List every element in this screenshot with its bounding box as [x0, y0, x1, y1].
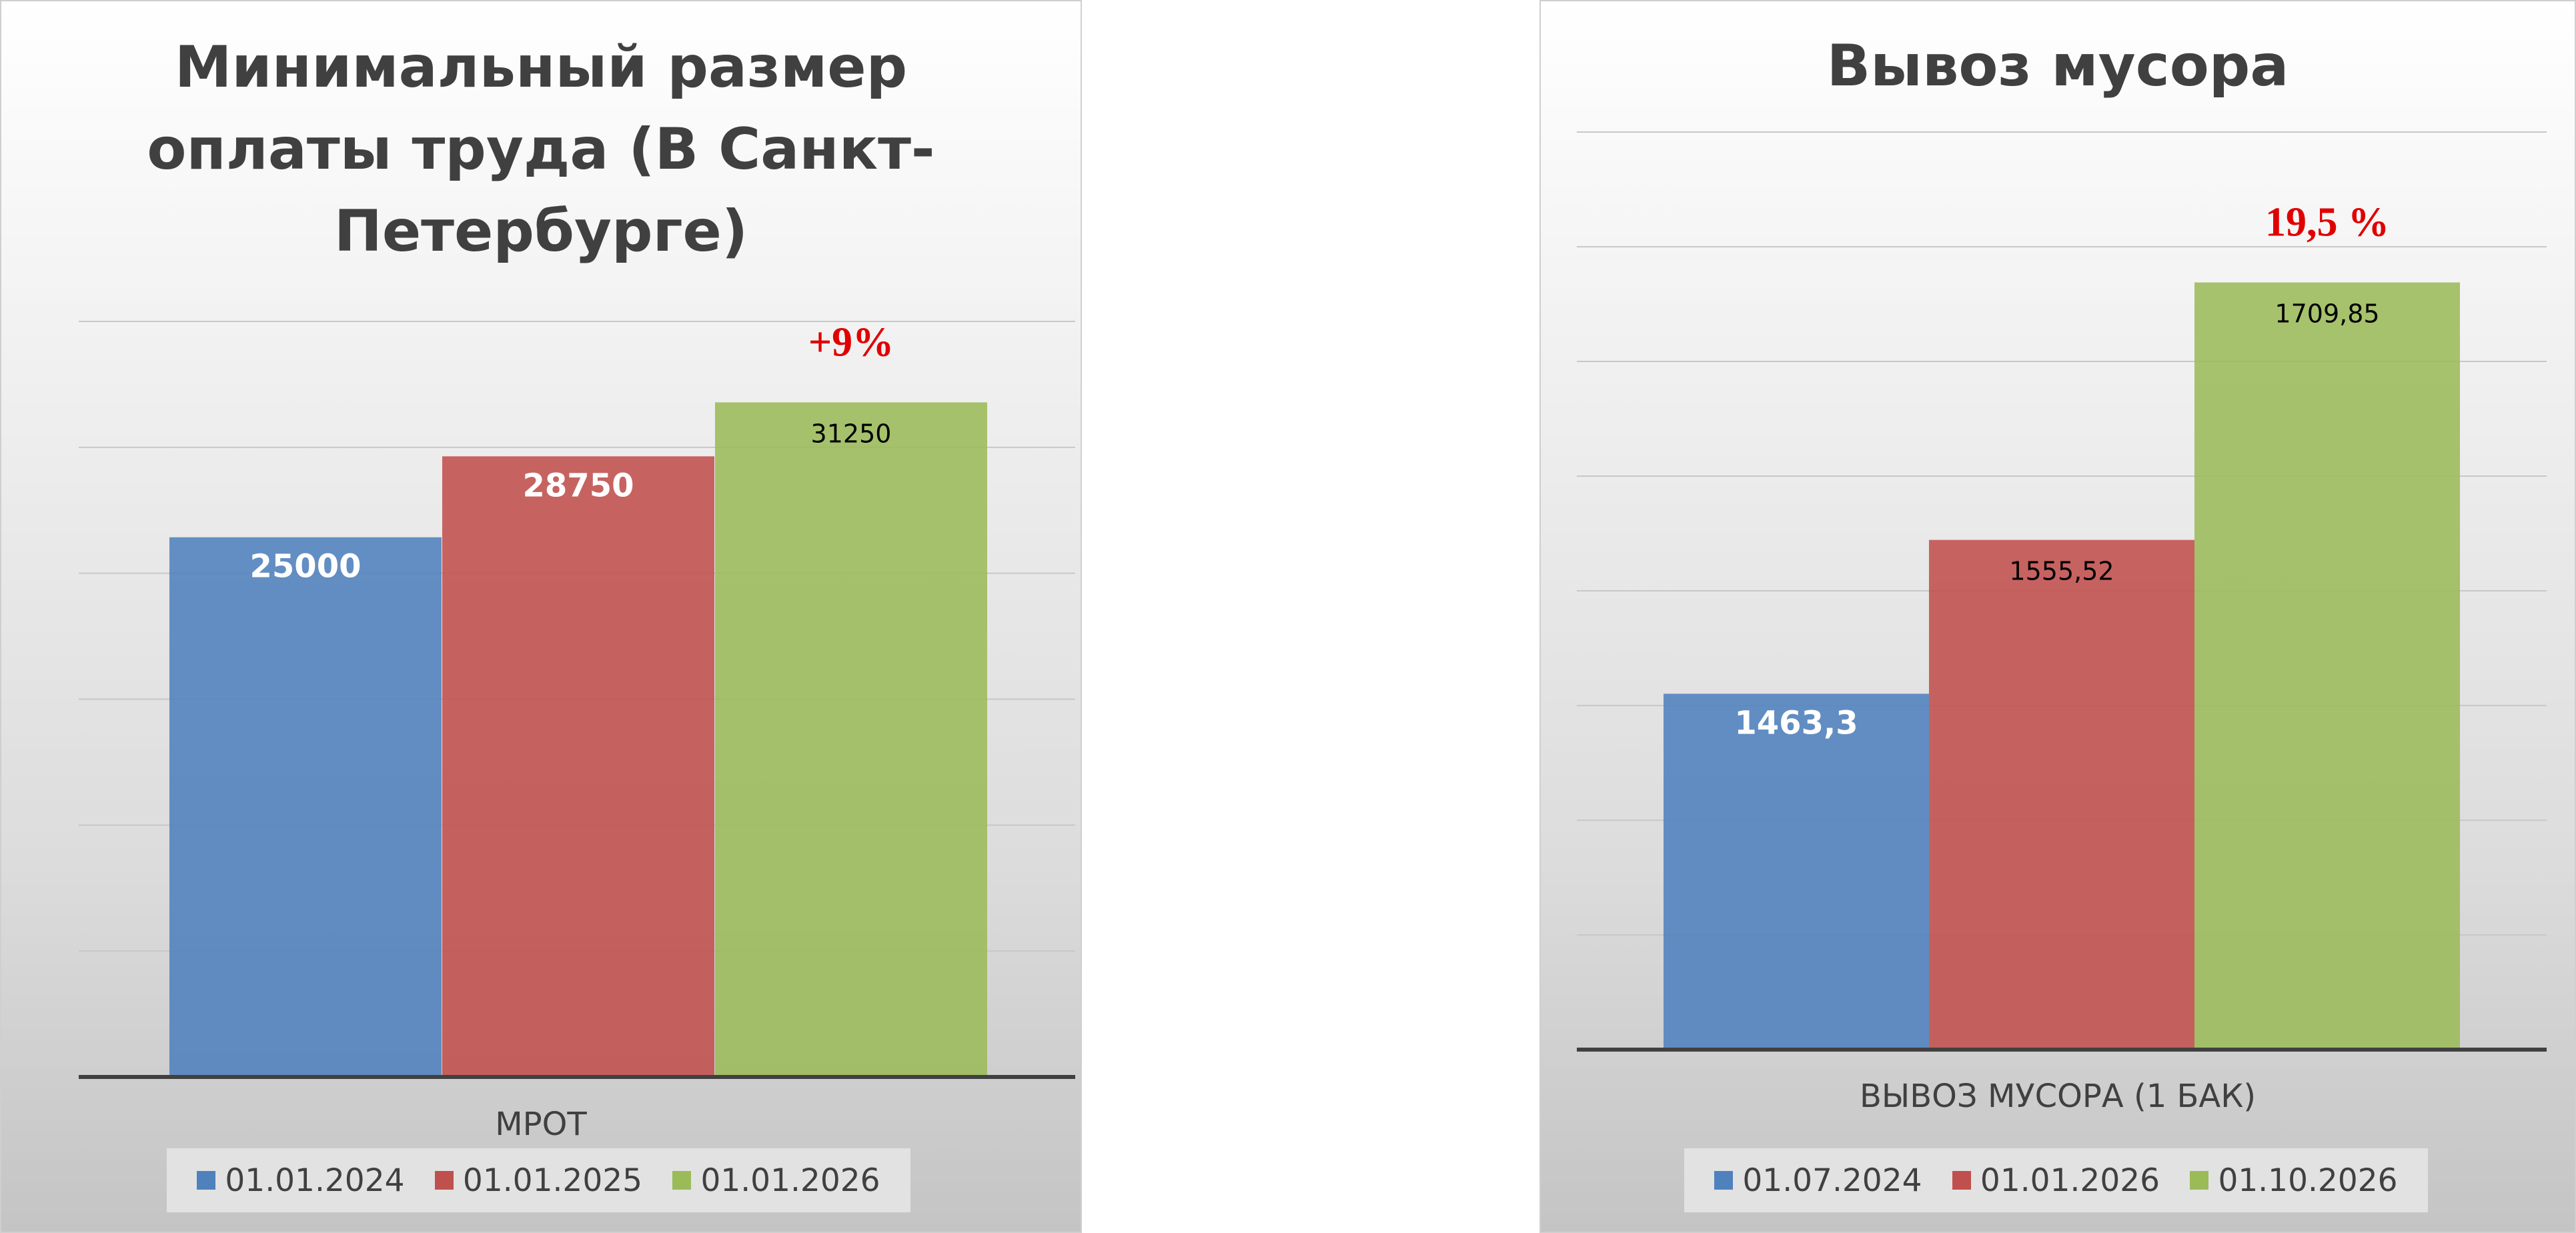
chart-title-line: Вывоз мусора	[1826, 33, 2289, 99]
plot-area: 1463,3 1555,52 1709,85 19,5 %	[1577, 131, 2547, 1052]
data-label: 31250	[811, 419, 892, 448]
legend-label: 01.01.2026	[700, 1162, 880, 1199]
data-label: 28750	[523, 467, 634, 504]
data-label: 1463,3	[1734, 704, 1858, 742]
legend-swatch	[434, 1171, 454, 1190]
legend-swatch	[197, 1171, 216, 1190]
chart-title-line: оплаты труда (В Санкт-	[147, 116, 935, 183]
legend-label: 01.01.2024	[225, 1162, 405, 1199]
legend-item: 01.01.2026	[1952, 1162, 2160, 1199]
legend-item: 01.07.2024	[1714, 1162, 1922, 1199]
legend-item: 01.01.2026	[672, 1162, 880, 1199]
bar-01.07.2024	[1664, 694, 1929, 1050]
legend-swatch	[2190, 1171, 2209, 1190]
legend-item: 01.01.2024	[197, 1162, 405, 1199]
data-label: 1709,85	[2275, 299, 2379, 329]
legend-label: 01.01.2026	[1980, 1162, 2160, 1199]
legend-label: 01.10.2026	[2218, 1162, 2398, 1199]
annotation-label: 19,5 %	[2265, 200, 2389, 245]
data-label: 1555,52	[2009, 557, 2114, 586]
chart-panel-garbage: Вывоз мусора 1463,3 1555,52 1709,85 19,5 % …	[1539, 0, 2576, 1233]
chart-title: Вывоз мусора	[1539, 25, 2576, 107]
bar-01.01.2026	[1929, 539, 2194, 1050]
legend-label: 01.01.2025	[462, 1162, 643, 1199]
annotation-label: +9%	[808, 319, 894, 365]
legend-label: 01.07.2024	[1742, 1162, 1922, 1199]
bar-01.10.2026	[2194, 282, 2460, 1050]
legend-swatch	[672, 1171, 692, 1190]
chart-title: Минимальный размер оплаты труда (В Санкт…	[0, 27, 1082, 273]
category-axis-label: ВЫВОЗ МУСОРА (1 БАК)	[1859, 1078, 2257, 1115]
legend-item: 01.01.2025	[434, 1162, 643, 1199]
chart-panel-mrot: Минимальный размер оплаты труда (В Санкт…	[0, 0, 1082, 1233]
bar-01.01.2024	[169, 537, 442, 1077]
data-label: 25000	[250, 548, 362, 585]
plot-area: 25000 28750 31250 +9%	[79, 319, 1075, 1079]
bar-01.01.2025	[442, 456, 714, 1077]
bar-01.01.2026	[715, 402, 987, 1077]
legend-swatch	[1952, 1171, 1971, 1190]
legend: 01.01.2024 01.01.2025 01.01.2026	[167, 1148, 910, 1212]
legend-item: 01.10.2026	[2190, 1162, 2398, 1199]
legend-swatch	[1714, 1171, 1734, 1190]
category-axis-label: МРОТ	[495, 1106, 587, 1143]
chart-title-line: Минимальный размер	[174, 34, 908, 101]
chart-title-line: Петербурге)	[334, 198, 748, 265]
legend: 01.07.2024 01.01.2026 01.10.2026	[1684, 1148, 2428, 1212]
